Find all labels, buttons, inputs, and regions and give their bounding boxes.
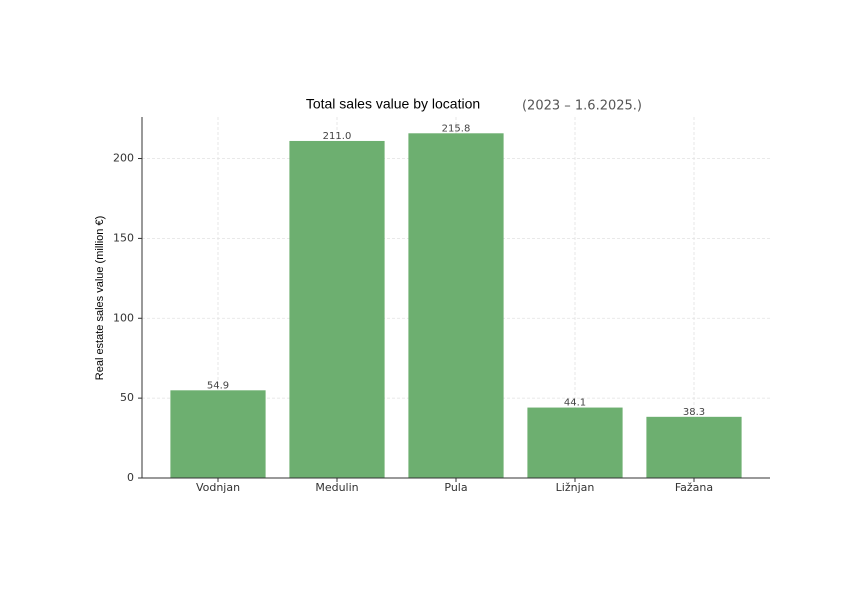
value-label: 44.1 <box>564 398 586 409</box>
x-tick-label: Medulin <box>315 481 358 494</box>
bar <box>289 140 385 478</box>
x-tick-label: Ližnjan <box>556 481 595 494</box>
value-label: 54.9 <box>207 380 229 391</box>
bar <box>408 133 504 479</box>
y-axis-label: Real estate sales value (million €) <box>94 216 106 380</box>
y-tick-label: 100 <box>113 311 134 324</box>
value-label: 215.8 <box>442 123 471 134</box>
bar <box>170 390 266 478</box>
y-tick-label: 200 <box>113 152 134 165</box>
bar <box>646 416 742 478</box>
bar <box>527 407 623 478</box>
y-tick-label: 150 <box>113 231 134 244</box>
x-tick-label: Vodnjan <box>196 481 240 494</box>
value-label: 211.0 <box>323 131 352 142</box>
x-tick-label: Fažana <box>675 481 713 494</box>
y-tick-label: 50 <box>120 391 134 404</box>
chart-title: Total sales value by location <box>306 96 480 112</box>
x-tick-label: Pula <box>444 481 467 494</box>
y-tick-label: 0 <box>127 471 134 484</box>
value-label: 38.3 <box>683 407 705 418</box>
chart-subtitle: (2023 – 1.6.2025.) <box>522 99 642 114</box>
